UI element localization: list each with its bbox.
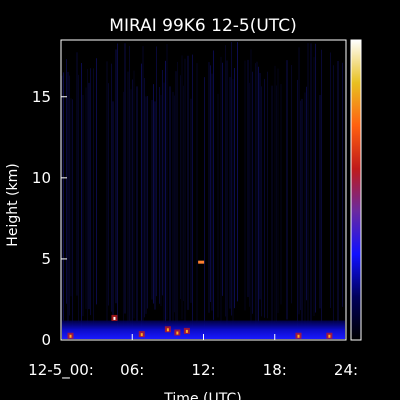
strong-echo-markers <box>67 260 333 339</box>
x-tick-label: 18: <box>263 361 287 379</box>
background-noise-streaks <box>61 42 343 335</box>
x-axis-ticks: 12-5_00: 06: 12: 18: 24: <box>28 334 358 380</box>
x-tick-label: 06: <box>120 361 144 379</box>
strong-echo <box>166 328 169 332</box>
y-axis-ticks: 0 5 10 15 <box>32 88 67 349</box>
plot-area <box>60 39 347 341</box>
y-axis-label: Height (km) <box>5 163 21 246</box>
isolated-echo <box>198 260 205 264</box>
y-tick-label: 0 <box>41 331 51 349</box>
x-tick-label: 12-5_00: <box>28 361 94 380</box>
strong-echo <box>140 333 143 337</box>
strong-echo <box>185 329 188 333</box>
strong-echo <box>69 334 72 338</box>
x-axis-label: Time (UTC) <box>163 391 241 400</box>
strong-echo <box>176 331 179 335</box>
y-tick-label: 5 <box>41 250 51 268</box>
y-tick-label: 10 <box>32 169 51 187</box>
strong-echo <box>328 334 331 338</box>
x-tick-label: 24: <box>334 361 358 379</box>
colorbar <box>350 39 362 341</box>
chart-title: MIRAI 99K6 12-5(UTC) <box>109 16 296 36</box>
y-tick-label: 15 <box>32 88 51 106</box>
x-tick-label: 12: <box>191 361 215 379</box>
strong-echo <box>297 334 300 338</box>
strong-echo <box>113 316 116 320</box>
